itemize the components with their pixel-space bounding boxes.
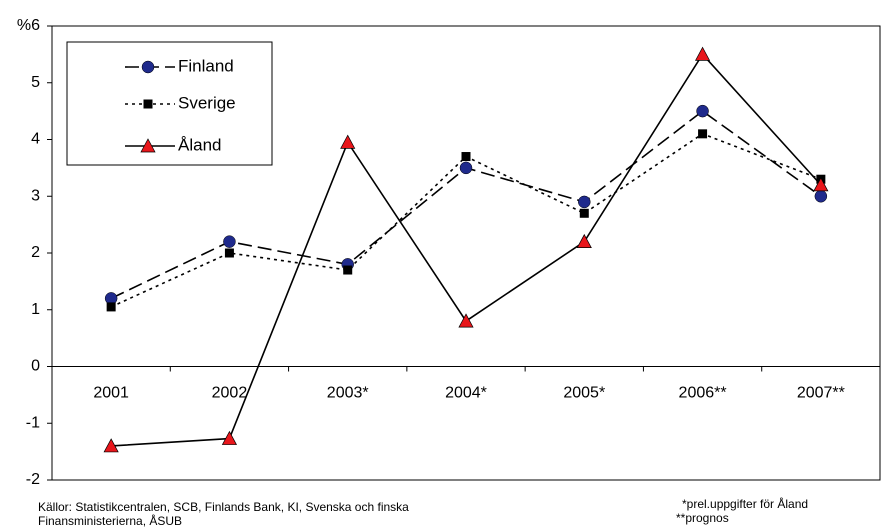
point	[221, 430, 238, 445]
point	[813, 177, 829, 192]
point	[458, 313, 474, 328]
legend-marker	[143, 99, 153, 109]
legend-box	[66, 41, 273, 166]
y-tick-label: 5	[31, 74, 40, 91]
y-tick-label: 2	[31, 244, 40, 261]
point	[106, 302, 116, 312]
y-tick-label: 1	[31, 301, 40, 318]
point	[103, 438, 119, 453]
y-tick-label: %6	[17, 17, 40, 34]
legend-marker	[140, 138, 156, 153]
legend-label: Finland	[178, 56, 234, 75]
point	[461, 152, 471, 162]
point	[223, 235, 236, 248]
legend-marker	[141, 60, 155, 74]
point	[814, 190, 828, 203]
point	[694, 46, 711, 61]
x-tick-label: 2004*	[445, 385, 487, 402]
footnote: **prognos	[676, 511, 729, 525]
x-tick-label: 2001	[93, 385, 129, 402]
point	[578, 195, 591, 209]
footnote: *prel.uppgifter för Åland	[682, 496, 808, 511]
y-tick-label: 4	[31, 131, 40, 148]
x-tick-label: 2007**	[797, 385, 845, 402]
y-tick-label: -2	[26, 471, 40, 488]
point	[696, 104, 709, 118]
point	[340, 134, 356, 149]
point	[343, 265, 353, 275]
point	[698, 129, 708, 139]
y-tick-label: -1	[26, 414, 40, 431]
point	[224, 248, 234, 258]
x-tick-label: 2005*	[563, 385, 605, 402]
y-tick-label: 3	[31, 187, 40, 204]
source-note: Finansministerierna, ÅSUB	[38, 513, 182, 528]
point	[459, 161, 473, 175]
x-tick-label: 2002	[212, 385, 248, 402]
source-note: Källor: Statistikcentralen, SCB, Finland…	[38, 500, 409, 514]
point	[576, 233, 592, 248]
legend-label: Åland	[178, 135, 221, 154]
y-tick-label: 0	[31, 358, 40, 375]
legend-label: Sverige	[178, 93, 236, 112]
x-tick-label: 2003*	[327, 385, 369, 402]
x-tick-label: 2006**	[679, 385, 727, 402]
point	[579, 208, 589, 218]
